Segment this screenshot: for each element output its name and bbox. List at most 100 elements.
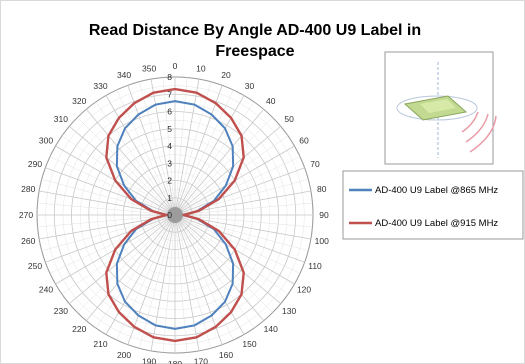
grid-spoke	[174, 109, 265, 216]
grid-spoke-minor	[37, 202, 176, 216]
grid-spoke-minor	[174, 214, 188, 353]
grid-spoke	[85, 109, 176, 216]
grid-spoke	[69, 214, 176, 305]
grid-spoke	[69, 125, 176, 216]
radial-tick-label: 7	[167, 89, 172, 99]
series-lines	[105, 87, 245, 343]
legend-label-865: AD-400 U9 Label @865 MHz	[375, 185, 498, 196]
radial-labels: 0 1 2 3 4 5 6 7 8	[167, 72, 172, 220]
angle-tick-label: 80	[317, 184, 327, 194]
grid-spoke-minor	[162, 77, 176, 216]
angle-tick-label: 140	[264, 324, 278, 334]
angle-tick-label: 260	[21, 236, 35, 246]
chart-title-line-1: Read Distance By Angle AD-400 U9 Label i…	[89, 22, 421, 39]
grid-spoke-minor	[174, 156, 301, 216]
angle-tick-label: 30	[245, 81, 255, 91]
angle-tick-label: 340	[117, 70, 131, 80]
grid-spoke-minor	[174, 214, 289, 295]
angle-tick-label: 330	[93, 81, 107, 91]
angle-tick-label: 230	[54, 306, 68, 316]
grid-spoke	[174, 85, 223, 216]
angle-tick-label: 70	[310, 159, 320, 169]
grid-spoke-minor	[174, 81, 211, 216]
grid-spoke-minor	[174, 101, 255, 216]
angle-tick-label: 200	[117, 350, 131, 360]
radial-tick-label: 8	[167, 72, 172, 82]
angle-tick-label: 250	[28, 261, 42, 271]
angle-tick-label: 10	[196, 63, 206, 73]
grid-spoke-minor	[41, 179, 176, 216]
angle-tick-label: 40	[266, 96, 276, 106]
angle-tick-label: 300	[39, 136, 53, 146]
angle-tick-label: 280	[21, 184, 35, 194]
grid-spoke-minor	[139, 214, 176, 349]
grid-spoke	[174, 167, 305, 216]
grid-spoke-minor	[174, 117, 273, 216]
angle-tick-label: 20	[221, 70, 231, 80]
angle-tick-label: 290	[28, 159, 42, 169]
grid-spoke	[105, 95, 176, 216]
angle-tick-label: 60	[299, 136, 309, 146]
angle-labels: 0 102030405060708090100110120130140150160…	[19, 61, 329, 364]
grid-spoke	[45, 214, 176, 263]
legend-label-915: AD-400 U9 Label @915 MHz	[375, 218, 498, 229]
grid-spoke-minor	[174, 214, 211, 349]
grid-spoke-minor	[41, 214, 176, 251]
angle-tick-label: 160	[219, 350, 233, 360]
grid-spoke	[174, 214, 200, 351]
grid-spoke-minor	[174, 214, 273, 313]
grid-spoke-minor	[174, 202, 313, 216]
chart-title-line-2: Freespace	[215, 43, 294, 60]
grid-spoke-minor	[174, 214, 301, 274]
tag-illustration	[384, 51, 497, 165]
grid-spoke-minor	[174, 214, 255, 329]
grid-spoke	[127, 85, 176, 216]
angle-tick-label: 90	[319, 210, 329, 220]
grid-spoke	[105, 214, 176, 335]
angle-tick-label: 50	[284, 114, 294, 124]
grid-spoke-minor	[77, 117, 176, 216]
angle-tick-label: 210	[93, 339, 107, 349]
grid-spoke	[174, 125, 281, 216]
radial-tick-label: 6	[167, 107, 172, 117]
angle-tick-label: 220	[72, 324, 86, 334]
radial-tick-label: 2	[167, 176, 172, 186]
angle-tick-label: 240	[39, 285, 53, 295]
grid-spoke	[174, 214, 223, 345]
radial-tick-label: 0	[167, 210, 172, 220]
grid-spoke	[174, 214, 281, 305]
angle-tick-label: 270	[19, 210, 33, 220]
angle-tick-label: 170	[194, 357, 208, 364]
grid-spoke-minor	[95, 101, 176, 216]
grid-spoke-minor	[174, 135, 289, 216]
grid-spoke-minor	[61, 214, 176, 295]
grid-spoke	[174, 214, 245, 335]
grid-spoke	[150, 79, 176, 216]
polar-grid	[36, 76, 314, 354]
grid-spoke-minor	[174, 214, 313, 228]
grid-spoke-minor	[77, 214, 176, 313]
grid-spoke	[174, 95, 245, 216]
grid-spoke-minor	[95, 214, 176, 329]
legend: AD-400 U9 Label @865 MHz AD-400 U9 Label…	[342, 170, 524, 240]
grid-spoke-minor	[174, 179, 309, 216]
angle-tick-label: 320	[72, 96, 86, 106]
radial-tick-label: 3	[167, 158, 172, 168]
series-line-915	[105, 87, 245, 343]
angle-tick-label: 130	[282, 306, 296, 316]
grid-spoke-minor	[61, 135, 176, 216]
grid-spoke	[150, 214, 176, 351]
series-line-865	[115, 100, 235, 330]
grid-spoke	[127, 214, 176, 345]
grid-spoke	[85, 214, 176, 321]
angle-tick-label: 180	[168, 359, 182, 364]
center-hub	[167, 207, 183, 223]
radial-tick-label: 5	[167, 124, 172, 134]
angle-tick-label: 100	[315, 236, 329, 246]
grid-spoke-minor	[139, 81, 176, 216]
grid-spoke-minor	[49, 214, 176, 274]
angle-tick-label: 120	[297, 285, 311, 295]
grid-spoke	[174, 214, 265, 321]
grid-spoke	[45, 167, 176, 216]
radial-tick-label: 1	[167, 193, 172, 203]
